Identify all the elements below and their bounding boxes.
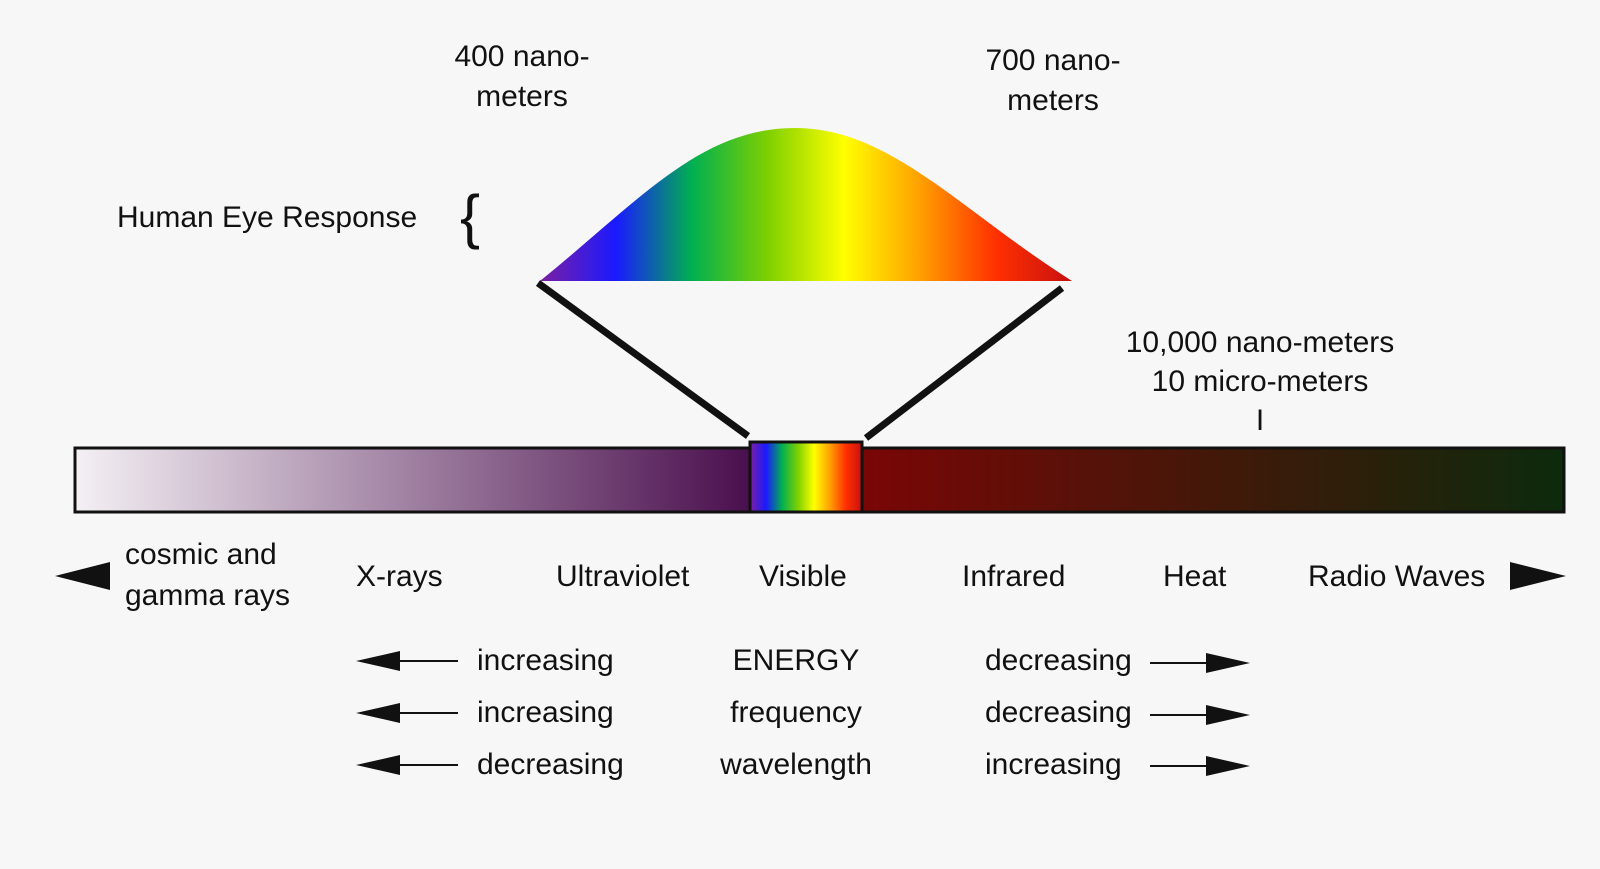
visible-band — [748, 440, 864, 514]
tick-mark: I — [1255, 404, 1265, 437]
left-arrow-icon — [356, 755, 400, 775]
trend-right-energy: decreasing — [985, 644, 1132, 677]
region-heat: Heat — [1163, 560, 1227, 593]
brace-icon: { — [460, 183, 481, 250]
right-arrow-icon — [1206, 653, 1250, 673]
region-ultraviolet: Ultraviolet — [556, 560, 690, 593]
label-400nm-line2: meters — [476, 80, 568, 113]
trend-left-frequency: increasing — [477, 696, 614, 729]
right-arrow-icon — [1206, 705, 1250, 725]
eye-response-curve — [540, 128, 1072, 281]
right-arrow-icon — [1206, 756, 1250, 776]
label-10000nm: 10,000 nano-meters — [1125, 326, 1395, 359]
left-arrow-icon — [356, 703, 400, 723]
label-700nm-line1: 700 nano- — [985, 44, 1121, 77]
trend-right-frequency: decreasing — [985, 696, 1132, 729]
trend-left-wavelength: decreasing — [477, 748, 624, 781]
label-700nm: 700 nano- meters — [953, 41, 1153, 121]
label-700nm-line2: meters — [1007, 84, 1099, 117]
label-400nm: 400 nano- meters — [422, 37, 622, 117]
left-arrow-icon — [356, 651, 400, 671]
label-400nm-line1: 400 nano- — [454, 40, 590, 73]
region-visible: Visible — [759, 560, 847, 593]
zoom-line-right — [863, 285, 1065, 441]
left-arrow-icon — [55, 562, 110, 590]
zoom-line-left — [535, 280, 751, 439]
region-cosmic-line1: cosmic and — [125, 538, 277, 571]
region-cosmic-line2: gamma rays — [125, 579, 291, 612]
ir-band — [860, 446, 1566, 514]
right-arrow-icon — [1510, 562, 1566, 590]
label-10um: 10 micro-meters — [1151, 365, 1369, 398]
trend-left-energy: increasing — [477, 644, 614, 677]
region-infrared: Infrared — [962, 560, 1066, 593]
trend-arrows-right — [1150, 653, 1250, 776]
trend-center-energy: ENERGY — [732, 644, 860, 677]
trend-arrows-left — [356, 651, 458, 775]
trend-right-wavelength: increasing — [985, 748, 1122, 781]
trend-center-wavelength: wavelength — [720, 748, 872, 781]
region-radio-waves: Radio Waves — [1308, 560, 1486, 593]
eye-response-label: Human Eye Response — [117, 201, 418, 234]
trend-center-frequency: frequency — [730, 696, 862, 729]
region-xrays: X-rays — [356, 560, 443, 593]
uv-band — [73, 446, 752, 514]
region-cosmic-gamma: cosmic and gamma rays — [125, 534, 290, 616]
